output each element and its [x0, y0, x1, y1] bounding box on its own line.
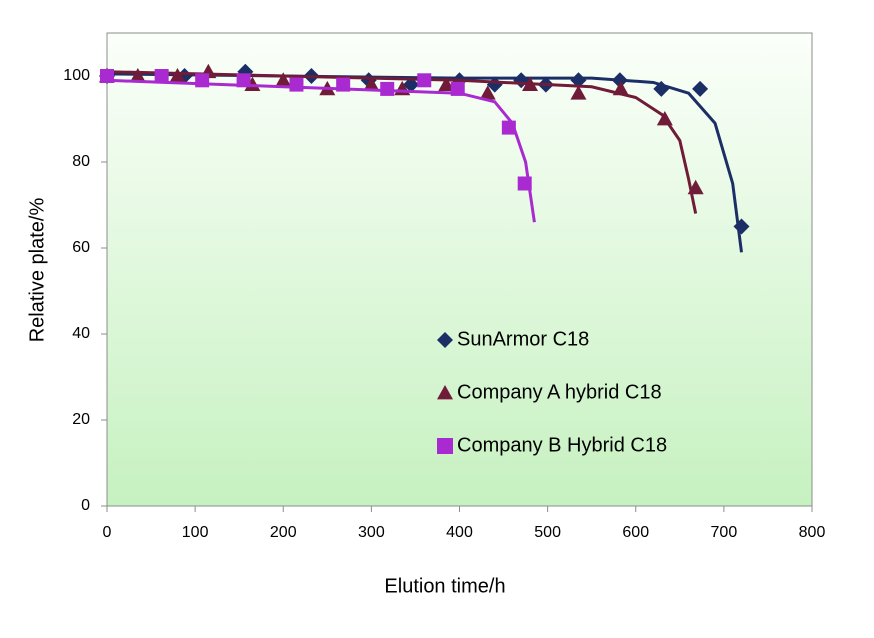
data-point [100, 69, 114, 83]
legend-label: SunArmor C18 [457, 328, 589, 350]
y-tick-label: 20 [72, 411, 90, 428]
y-tick-label: 0 [81, 497, 90, 514]
legend-label: Company A hybrid C18 [457, 381, 662, 403]
data-point [450, 81, 465, 96]
data-point [570, 72, 587, 89]
x-tick-label: 0 [103, 524, 112, 541]
x-axis-title: Elution time/h [384, 575, 505, 597]
x-tick-label: 300 [358, 524, 385, 541]
data-point [363, 76, 380, 91]
plot-area [106, 32, 813, 507]
data-point [570, 85, 587, 100]
data-point [244, 76, 261, 91]
data-point [195, 73, 210, 88]
data-point [517, 176, 532, 191]
data-point [236, 73, 251, 88]
y-tick-label: 100 [63, 67, 90, 84]
data-point [733, 218, 750, 235]
data-point [380, 81, 395, 96]
x-tick-label: 600 [622, 524, 649, 541]
legend-marker [437, 332, 453, 348]
data-point [275, 72, 292, 87]
data-point [129, 68, 146, 83]
x-tick-label: 500 [534, 524, 561, 541]
data-point [154, 69, 169, 83]
data-point [653, 80, 670, 97]
legend-marker [437, 385, 453, 400]
data-point [687, 179, 704, 195]
x-tick-label: 200 [270, 524, 297, 541]
data-point [501, 120, 516, 135]
x-tick-label: 800 [799, 524, 826, 541]
data-point [479, 85, 496, 100]
data-point [611, 72, 628, 89]
trend-line [106, 70, 698, 214]
x-tick-label: 100 [182, 524, 209, 541]
data-point [169, 68, 186, 83]
y-tick-label: 40 [72, 325, 90, 342]
legend-marker [437, 438, 453, 454]
y-tick-label: 80 [72, 153, 90, 170]
data-point [289, 77, 304, 92]
x-tick-label: 700 [711, 524, 738, 541]
data-point [336, 77, 351, 92]
data-point [522, 76, 538, 91]
y-tick-label: 60 [72, 239, 90, 256]
x-tick-label: 400 [446, 524, 473, 541]
data-point [417, 73, 432, 88]
data-point [692, 80, 709, 97]
data-point [612, 80, 629, 96]
trend-line [106, 78, 536, 223]
legend-label: Company B Hybrid C18 [457, 434, 667, 456]
y-axis-title: Relative plate/% [26, 198, 48, 343]
data-point [656, 111, 673, 126]
data-point [438, 76, 455, 91]
